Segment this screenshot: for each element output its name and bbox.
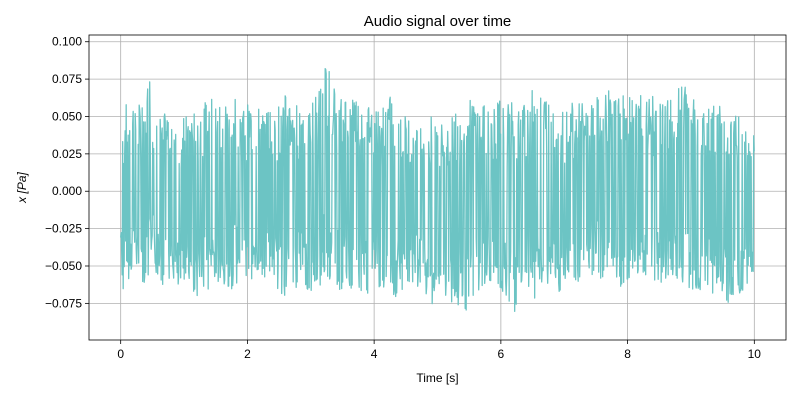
y-tick-label: 0.050 xyxy=(52,109,82,123)
signal-series xyxy=(120,68,755,312)
x-tick-label: 4 xyxy=(371,347,378,361)
x-tick-label: 2 xyxy=(244,347,251,361)
plot-frame xyxy=(88,34,787,341)
x-tick-label: 0 xyxy=(117,347,124,361)
y-tick-label: 0.075 xyxy=(52,72,82,86)
signal-line xyxy=(120,68,755,312)
x-tick-label: 8 xyxy=(624,347,631,361)
x-tick-label: 6 xyxy=(498,347,505,361)
chart-title: Audio signal over time xyxy=(364,13,512,30)
x-tick-label: 10 xyxy=(748,347,762,361)
y-tick-label: −0.025 xyxy=(45,222,82,236)
x-axis-label: Time [s] xyxy=(416,371,458,385)
y-axis-label: x [Pa] xyxy=(15,171,29,203)
y-tick-label: 0.025 xyxy=(52,147,82,161)
x-axis-ticks: 0 2 4 6 8 10 xyxy=(117,340,761,361)
y-axis-ticks: −0.075 −0.050 −0.025 0.000 0.025 0.050 0.075 0.… xyxy=(45,35,89,310)
y-tick-label: −0.050 xyxy=(45,259,82,273)
y-tick-label: 0.100 xyxy=(52,35,82,49)
y-tick-label: −0.075 xyxy=(45,296,82,310)
y-tick-label: 0.000 xyxy=(52,184,82,198)
